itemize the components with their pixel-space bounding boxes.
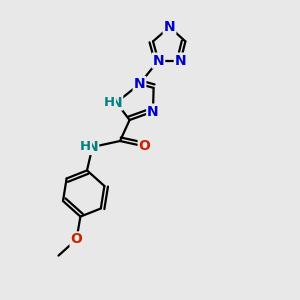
Text: N: N	[87, 140, 98, 154]
Text: O: O	[139, 140, 151, 153]
Text: N: N	[153, 54, 164, 68]
Text: O: O	[70, 232, 83, 246]
Text: N: N	[175, 54, 186, 68]
Text: N: N	[164, 20, 175, 34]
Text: H: H	[104, 96, 116, 109]
Text: N: N	[134, 77, 145, 91]
Text: H: H	[80, 140, 92, 154]
Text: N: N	[111, 96, 122, 110]
Text: N: N	[147, 105, 159, 118]
